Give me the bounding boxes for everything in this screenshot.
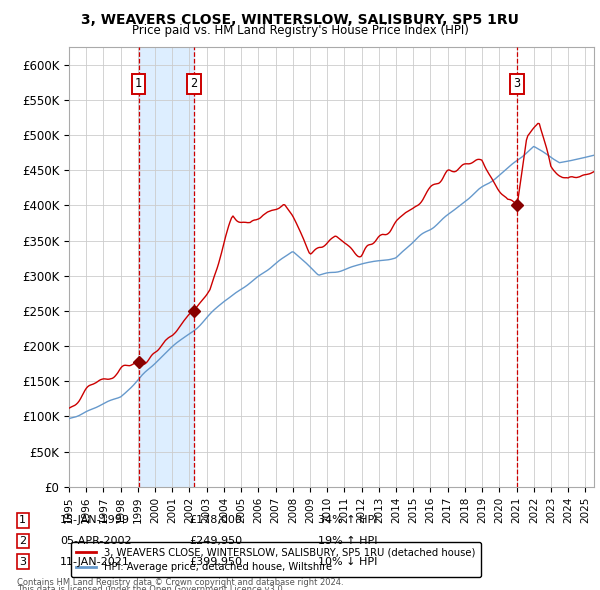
Text: £249,950: £249,950 (189, 536, 242, 546)
Text: 2: 2 (19, 536, 26, 546)
Bar (139, 47, 194, 487)
Text: 19% ↑ HPI: 19% ↑ HPI (318, 536, 377, 546)
Text: 11-JAN-2021: 11-JAN-2021 (60, 557, 130, 566)
Text: £178,000: £178,000 (189, 516, 242, 525)
Text: 2: 2 (191, 77, 198, 90)
Legend: 3, WEAVERS CLOSE, WINTERSLOW, SALISBURY, SP5 1RU (detached house), HPI: Average : 3, WEAVERS CLOSE, WINTERSLOW, SALISBURY,… (71, 542, 481, 577)
Text: 34% ↑ HPI: 34% ↑ HPI (318, 516, 377, 525)
Text: £399,950: £399,950 (189, 557, 242, 566)
Text: 15-JAN-1999: 15-JAN-1999 (60, 516, 130, 525)
Text: 3, WEAVERS CLOSE, WINTERSLOW, SALISBURY, SP5 1RU: 3, WEAVERS CLOSE, WINTERSLOW, SALISBURY,… (81, 13, 519, 27)
Text: Contains HM Land Registry data © Crown copyright and database right 2024.: Contains HM Land Registry data © Crown c… (17, 578, 343, 587)
Text: This data is licensed under the Open Government Licence v3.0.: This data is licensed under the Open Gov… (17, 585, 285, 590)
Text: 1: 1 (19, 516, 26, 525)
Text: 1: 1 (135, 77, 142, 90)
Text: 05-APR-2002: 05-APR-2002 (60, 536, 131, 546)
Text: 3: 3 (19, 557, 26, 566)
Text: Price paid vs. HM Land Registry's House Price Index (HPI): Price paid vs. HM Land Registry's House … (131, 24, 469, 37)
Text: 10% ↓ HPI: 10% ↓ HPI (318, 557, 377, 566)
Text: 3: 3 (514, 77, 521, 90)
